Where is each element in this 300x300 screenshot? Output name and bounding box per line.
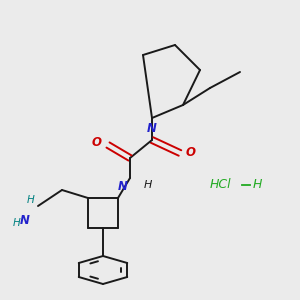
Text: N: N [118,180,128,193]
Text: N: N [20,214,30,227]
Text: H: H [253,178,262,191]
Text: H: H [144,180,152,190]
Text: HCl: HCl [210,178,232,191]
Text: O: O [186,146,196,160]
Text: H: H [26,195,34,205]
Text: N: N [147,122,157,135]
Text: H: H [12,218,20,228]
Text: O: O [92,136,102,149]
